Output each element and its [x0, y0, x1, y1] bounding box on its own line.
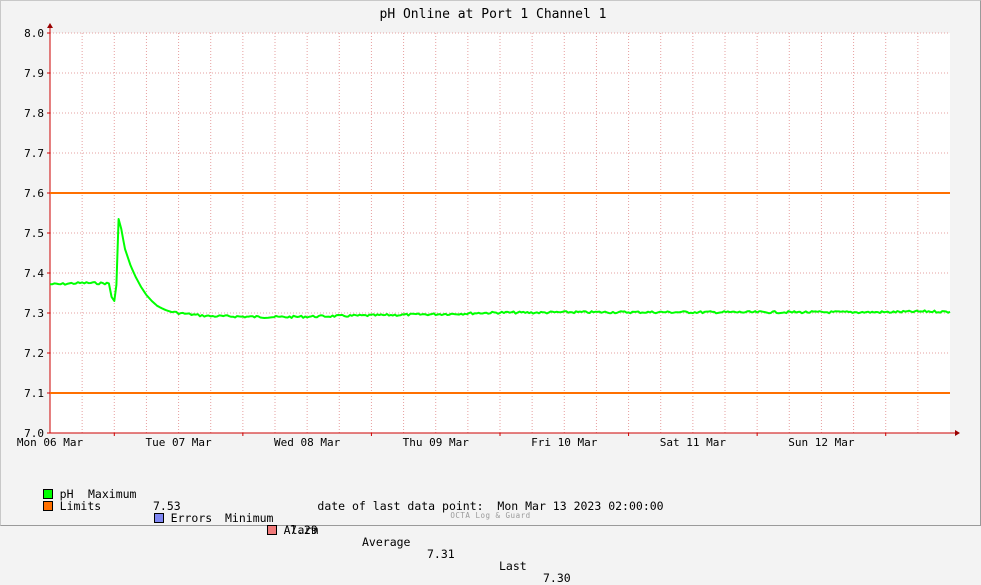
errors-color-swatch — [153, 513, 164, 523]
last-value: 7.30 — [543, 571, 571, 585]
y-tick-label: 7.3 — [24, 307, 44, 320]
last-data-point-line: date of last data point: Mon Mar 13 2023… — [0, 499, 981, 513]
last-data-point-value: Mon Mar 13 2023 02:00:00 — [497, 499, 664, 513]
legend-ph-label: pH — [59, 487, 74, 501]
legend-item-limits: Limits — [15, 488, 101, 524]
y-tick-label: 7.7 — [24, 147, 44, 160]
alarm-color-swatch — [266, 525, 277, 535]
legend-errors-label: Errors — [170, 511, 213, 525]
chart-title: pH Online at Port 1 Channel 1 — [380, 7, 607, 22]
y-tick-label: 7.8 — [24, 107, 44, 120]
legend-item-errors: Errors — [126, 500, 212, 536]
y-tick-label: 7.2 — [24, 347, 44, 360]
x-tick-label: Fri 10 Mar — [531, 436, 598, 449]
average-label: Average — [362, 535, 411, 549]
y-tick-label: 7.6 — [24, 187, 44, 200]
ph-color-swatch — [42, 489, 53, 499]
legend-limits-label: Limits — [59, 499, 102, 513]
x-tick-label: Sat 11 Mar — [660, 436, 727, 449]
maximum-label: Maximum — [88, 487, 137, 501]
y-tick-label: 7.1 — [24, 387, 44, 400]
ph-series-line — [49, 218, 951, 319]
y-tick-label: 7.0 — [24, 427, 44, 440]
x-tick-label: Mon 06 Mar — [17, 436, 84, 449]
y-tick-label: 7.9 — [24, 67, 44, 80]
minimum-label: Minimum — [225, 511, 274, 525]
x-tick-label: Sun 12 Mar — [788, 436, 855, 449]
watermark: OCTA Log & Guard — [450, 511, 531, 520]
maximum-value: 7.53 — [153, 499, 181, 513]
x-tick-label: Thu 09 Mar — [403, 436, 470, 449]
chart-area: pH Online at Port 1 Channel 1 7.0 7.1 7.2 7… — [17, 7, 960, 449]
average-value: 7.31 — [427, 547, 455, 561]
x-tick-label: Wed 08 Mar — [274, 436, 341, 449]
y-tick-label: 8.0 — [24, 27, 44, 40]
last-data-point-label: date of last data point: — [317, 499, 484, 513]
legend-item-ph: pH — [15, 476, 74, 512]
y-tick-label: 7.4 — [24, 267, 44, 280]
last-label: Last — [499, 559, 527, 573]
legend-alarm-label: Alarm — [283, 523, 319, 537]
x-axis-arrow — [955, 430, 960, 436]
limits-color-swatch — [42, 501, 53, 511]
y-axis-arrow — [47, 23, 53, 28]
y-tick-label: 7.5 — [24, 227, 44, 240]
x-tick-label: Tue 07 Mar — [145, 436, 212, 449]
